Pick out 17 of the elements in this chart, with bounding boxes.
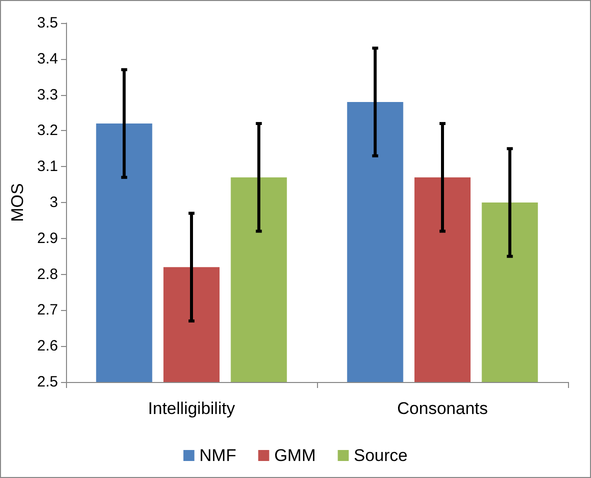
legend-label: GMM <box>274 446 316 465</box>
y-tick-label: 3.1 <box>37 158 58 176</box>
legend-label: NMF <box>199 446 236 465</box>
y-tick-label: 3.2 <box>37 122 58 140</box>
y-axis-title: MOS <box>8 183 27 222</box>
y-tick-label: 2.5 <box>37 374 58 390</box>
x-tick-label: Consonants <box>397 399 488 418</box>
y-tick-label: 3 <box>50 194 58 211</box>
y-tick-label: 3.4 <box>37 50 58 68</box>
y-tick-label: 2.8 <box>37 266 58 283</box>
legend-label: Source <box>354 446 408 465</box>
x-tick-label: Intelligibility <box>148 399 236 418</box>
y-tick-label: 3.3 <box>37 86 58 104</box>
y-tick-label: 2.9 <box>37 230 58 247</box>
y-tick-label: 2.7 <box>37 302 58 319</box>
y-tick-label: 3.5 <box>37 14 58 32</box>
y-tick-label: 2.6 <box>37 338 58 355</box>
